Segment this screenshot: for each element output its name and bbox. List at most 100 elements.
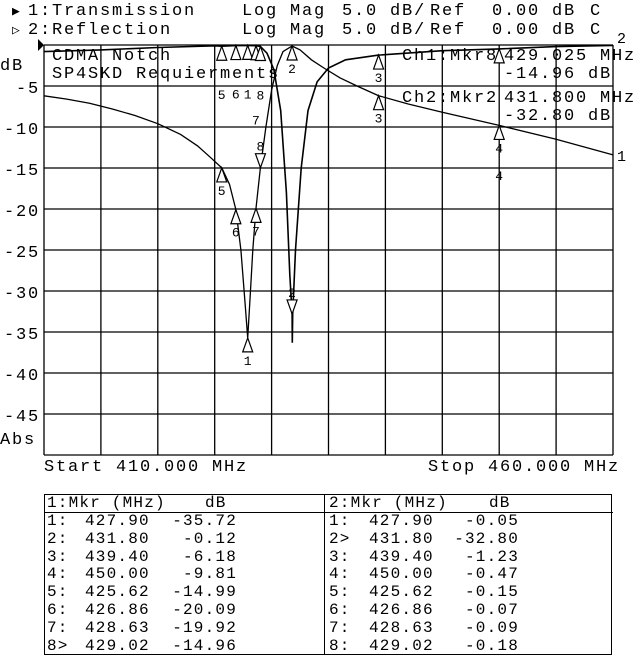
marker-freq: 425.62 — [369, 583, 434, 602]
marker-id: 5: — [329, 583, 351, 602]
channel1-ref-label: Ref — [430, 2, 467, 21]
y-tick-label: -10 — [3, 121, 40, 140]
marker-triangle-icon — [215, 166, 228, 183]
ch1-marker-readout-freq: 429.025 MHz — [504, 47, 637, 66]
marker-label: 5 — [218, 88, 226, 103]
marker-label: 2 — [288, 286, 296, 301]
marker-label: 6 — [232, 226, 240, 241]
ch1-header-marker: 1:Mkr (MHz) — [47, 494, 166, 512]
marker-freq: 428.63 — [85, 618, 150, 637]
channel1-label[interactable]: 1:Transmission — [28, 2, 197, 21]
channel1-active-icon: ▶ — [12, 4, 20, 19]
marker-label: 6 — [232, 88, 240, 103]
marker-freq: 431.80 — [85, 529, 150, 548]
trace-2 — [43, 44, 614, 343]
ch1-marker-table: 1:Mkr (MHz) dB 1: 427.90 -35.72 2: 431.80 -0.… — [45, 495, 325, 654]
y-tick-label: -45 — [3, 408, 40, 427]
marker-freq: 427.90 — [85, 512, 150, 530]
ch1-header-db: dB — [205, 494, 227, 512]
channel2-ref[interactable]: 0.00 dB — [492, 21, 577, 40]
marker-db: -14.99 — [172, 583, 237, 602]
marker-id: 5: — [47, 583, 69, 602]
start-frequency[interactable]: Start 410.000 MHz — [44, 458, 249, 477]
ch2-marker-readout-value: -32.80 dB — [504, 107, 613, 126]
marker-label: 2 — [288, 62, 296, 77]
marker-triangle-icon — [493, 123, 506, 141]
marker-id: 1: — [47, 512, 69, 530]
channel1-ref[interactable]: 0.00 dB — [492, 2, 577, 21]
channel1-flag: C — [590, 2, 603, 21]
annotation-subtitle: SP4SKD Requierments — [52, 65, 281, 84]
marker-freq: 426.86 — [369, 601, 434, 619]
marker-id: 2: — [47, 529, 69, 548]
marker-db: -0.07 — [464, 601, 519, 619]
annotation-title: CDMA Notch — [52, 47, 173, 66]
marker-triangle-icon — [241, 336, 254, 353]
marker-db: -0.12 — [182, 529, 237, 548]
marker-id: 3: — [47, 547, 69, 566]
marker-db: -0.47 — [464, 565, 519, 584]
marker-freq: 431.80 — [369, 529, 434, 548]
channel2-format[interactable]: Log Mag — [242, 21, 327, 40]
ch2-header-marker: 2:Mkr (MHz) — [329, 494, 448, 512]
marker-db: -35.72 — [172, 512, 237, 530]
channel2-flag: C — [590, 21, 603, 40]
marker-db: -32.80 — [454, 529, 519, 548]
marker-db: -14.96 — [172, 636, 237, 655]
ch2-marker-table: 2:Mkr (MHz) dB 1: 427.90 -0.05 2> 431.80 -32.… — [325, 495, 613, 654]
marker-id: 7: — [47, 618, 69, 637]
marker-db: -6.18 — [182, 547, 237, 566]
scale-mode-label: Abs — [0, 431, 37, 450]
marker-db: -1.23 — [464, 547, 519, 566]
marker-triangle-icon — [493, 47, 506, 64]
marker-triangle-icon — [241, 43, 254, 61]
marker-triangle-icon — [254, 44, 267, 62]
ch1-table-header: 1:Mkr (MHz) dB — [45, 495, 324, 513]
ch2-table-header: 2:Mkr (MHz) dB — [325, 495, 613, 513]
marker-triangle-icon — [372, 53, 385, 70]
marker-triangle-icon — [254, 153, 267, 170]
marker-id: 7: — [329, 618, 351, 637]
marker-label: 7 — [252, 224, 260, 239]
marker-triangle-icon — [250, 206, 262, 223]
channel2-icon: ▷ — [12, 23, 20, 38]
reference-position-icon — [38, 39, 44, 51]
marker-db: -20.09 — [172, 601, 237, 619]
ch2-marker-readout-label: Ch2:Mkr2 — [402, 89, 499, 108]
marker-freq: 450.00 — [369, 565, 434, 584]
marker-triangle-icon — [286, 44, 298, 61]
channel2-ref-label: Ref — [430, 21, 467, 40]
marker-freq: 425.62 — [85, 583, 150, 602]
marker-label: 3 — [375, 71, 383, 86]
marker-id: 2> — [329, 529, 351, 548]
marker-label: 4 — [495, 169, 503, 184]
marker-freq: 428.63 — [369, 618, 434, 637]
marker-triangle-icon — [215, 44, 228, 61]
marker-id: 3: — [329, 547, 351, 566]
marker-label: 8 — [256, 140, 264, 155]
marker-id: 1: — [329, 512, 351, 530]
channel1-scale[interactable]: 5.0 dB/ — [342, 2, 427, 21]
marker-freq: 450.00 — [85, 565, 150, 584]
trace-end-label-2: 2 — [617, 31, 626, 48]
y-unit-label: dB — [0, 57, 25, 76]
marker-triangle-icon — [286, 299, 298, 316]
channel2-scale[interactable]: 5.0 dB/ — [342, 21, 427, 40]
marker-table: 1:Mkr (MHz) dB 1: 427.90 -35.72 2: 431.80 -0.… — [44, 494, 613, 655]
marker-freq: 426.86 — [85, 601, 150, 619]
channel2-label[interactable]: 2:Reflection — [28, 21, 173, 40]
marker-db: -9.81 — [182, 565, 237, 584]
marker-db: -0.18 — [464, 636, 519, 655]
channel1-format[interactable]: Log Mag — [242, 2, 327, 21]
y-tick-label: -30 — [3, 285, 40, 304]
marker-label: 3 — [375, 112, 383, 127]
y-tick-label: -40 — [3, 367, 40, 386]
marker-id: 8> — [47, 636, 69, 655]
marker-triangle-icon — [372, 93, 385, 111]
stop-frequency[interactable]: Stop 460.000 MHz — [427, 458, 620, 477]
y-tick-label: -35 — [3, 326, 40, 345]
marker-db: -0.05 — [464, 512, 519, 530]
ch1-marker-readout-label: Ch1:Mkr8 — [402, 47, 499, 66]
marker-id: 6: — [329, 601, 351, 619]
